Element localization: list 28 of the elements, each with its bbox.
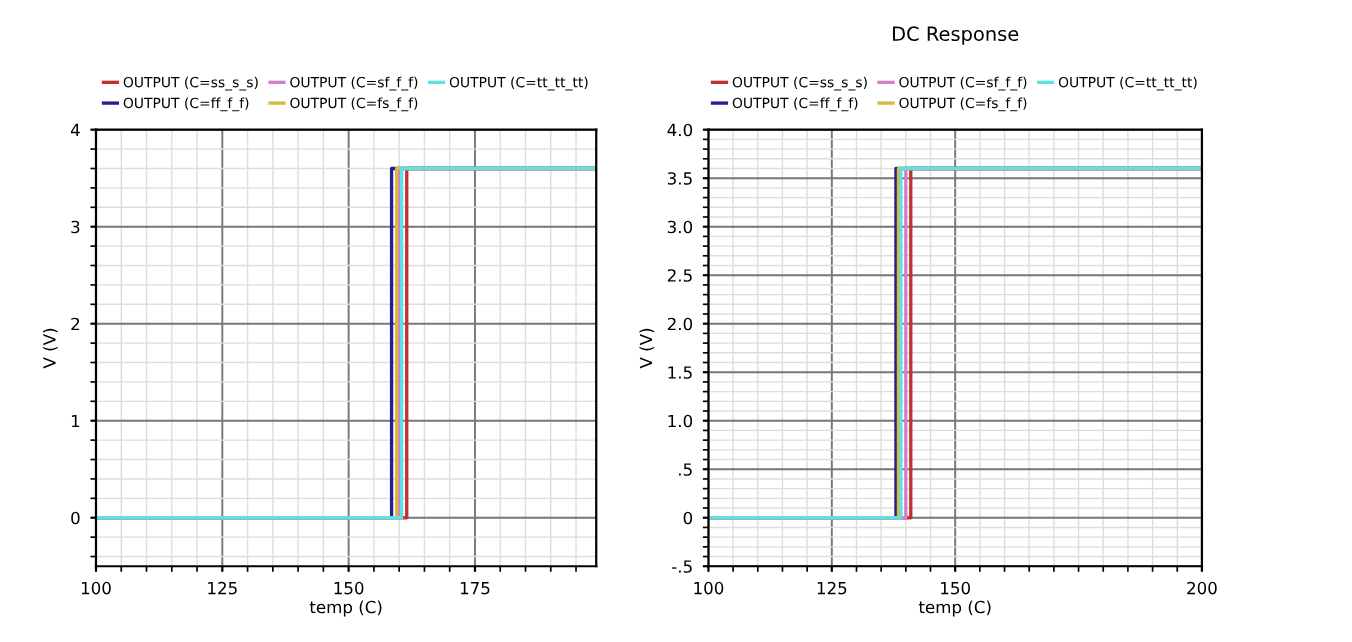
x-tick-label: 125 [817, 581, 847, 595]
y-tick-label: 3 [71, 220, 80, 234]
y-tick-label: 0 [71, 511, 80, 525]
y-tick-label: 1.0 [668, 414, 693, 428]
x-tick-label: 175 [460, 582, 490, 595]
x-axis-title: temp (C) [309, 600, 382, 617]
y-tick-label: 3.5 [667, 172, 692, 185]
x-tick-label: 100 [694, 581, 724, 595]
x-tick-label: 150 [941, 581, 970, 595]
y-tick-label: 1 [71, 414, 80, 428]
x-tick-label: 125 [208, 581, 237, 595]
x-tick-label: 100 [81, 581, 111, 595]
y-tick-label: 2.0 [667, 317, 693, 331]
y-axis-title: V (V) [42, 328, 58, 369]
y-tick-label: .5 [679, 463, 692, 476]
y-tick-label: 4.0 [667, 123, 693, 137]
x-tick-label: 150 [334, 581, 364, 595]
x-axis-title: temp (C) [918, 600, 991, 617]
y-tick-label: 2.5 [667, 269, 692, 282]
x-tick-label: 200 [1187, 581, 1217, 595]
y-tick-label: 2 [71, 317, 80, 331]
y-tick-label: 3.0 [667, 220, 693, 234]
y-tick-label: -.5 [672, 560, 692, 573]
y-tick-label: 4 [70, 123, 80, 137]
chart-title: DC Response [893, 26, 1019, 45]
y-tick-label: 1.5 [668, 366, 692, 379]
y-tick-label: 0 [683, 511, 693, 525]
y-axis-title: V (V) [639, 328, 655, 369]
